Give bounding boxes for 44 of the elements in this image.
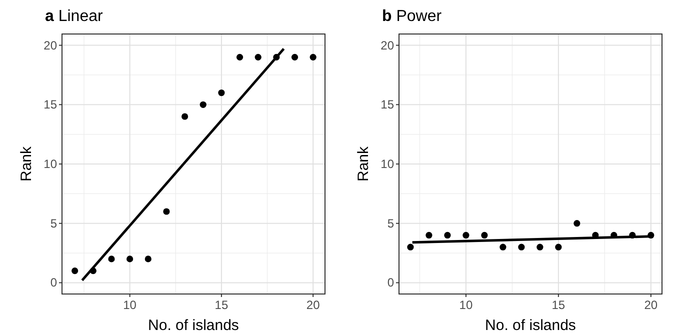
- point: [444, 232, 451, 239]
- point: [236, 54, 244, 60]
- point: [218, 89, 225, 96]
- y-axis-title: Rank: [18, 146, 35, 182]
- y-axis-title: Rank: [355, 146, 372, 182]
- point: [72, 268, 78, 274]
- point: [181, 113, 188, 120]
- x-axis-title: No. of islands: [148, 317, 239, 334]
- y-tick-label: 5: [50, 216, 58, 230]
- point: [291, 54, 298, 60]
- point: [555, 244, 562, 250]
- point: [254, 54, 262, 60]
- x-tick-label: 10: [123, 298, 137, 312]
- point: [481, 232, 488, 239]
- chart-title: a Linear: [45, 8, 104, 25]
- point: [144, 256, 152, 262]
- point: [126, 256, 134, 262]
- x-axis-title: No. of islands: [485, 317, 576, 334]
- y-tick-label: 15: [44, 98, 58, 112]
- point: [518, 244, 525, 250]
- y-tick-label: 10: [44, 157, 58, 171]
- y-tick-label: 20: [44, 38, 58, 52]
- point: [407, 244, 414, 250]
- x-tick-label: 15: [214, 298, 228, 312]
- point: [536, 244, 544, 250]
- point: [108, 256, 115, 262]
- x-tick-label: 15: [552, 298, 566, 312]
- point: [462, 232, 470, 239]
- x-tick-label: 20: [306, 298, 320, 312]
- y-tick-label: 10: [380, 157, 394, 171]
- x-tick-label: 10: [459, 298, 473, 312]
- y-tick-label: 20: [380, 38, 394, 52]
- point: [574, 220, 580, 227]
- x-tick-label: 20: [644, 298, 658, 312]
- y-tick-label: 0: [50, 276, 58, 290]
- point: [163, 208, 170, 215]
- point: [200, 101, 206, 108]
- y-tick-label: 5: [387, 216, 394, 230]
- point: [426, 232, 432, 239]
- y-tick-label: 15: [380, 98, 394, 112]
- chart-title: b Power: [382, 8, 442, 25]
- point: [310, 54, 316, 60]
- y-tick-label: 0: [387, 276, 394, 290]
- point: [500, 244, 506, 250]
